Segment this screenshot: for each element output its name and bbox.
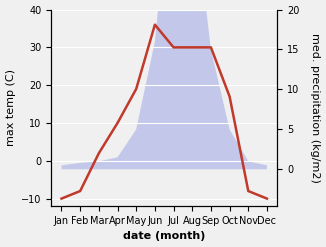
Y-axis label: med. precipitation (kg/m2): med. precipitation (kg/m2) (310, 33, 320, 183)
X-axis label: date (month): date (month) (123, 231, 205, 242)
Y-axis label: max temp (C): max temp (C) (6, 69, 16, 146)
